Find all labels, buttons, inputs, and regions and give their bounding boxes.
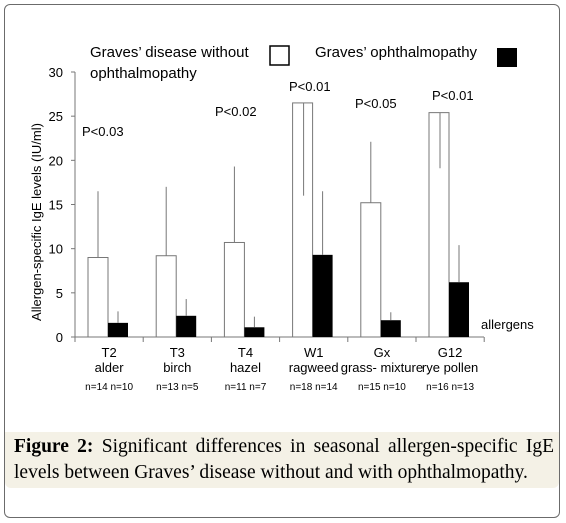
category-code-T3: T3 [170, 345, 185, 360]
y-tick-label-20: 20 [49, 153, 63, 168]
category-name-Gx: grass- mixture [341, 360, 423, 375]
bar-series-2-T2 [108, 322, 128, 337]
category-code-G12: G12 [438, 345, 463, 360]
legend-swatch-series-2 [497, 48, 517, 67]
category-code-Gx: Gx [374, 345, 391, 360]
figure-caption: Figure 2: Significant differences in sea… [14, 434, 554, 486]
y-tick-label-30: 30 [49, 65, 63, 80]
category-n-W1: n=18 n=14 [290, 382, 338, 393]
bar-series-1-G12 [428, 112, 450, 338]
p-value-Gx: P<0.05 [355, 96, 397, 111]
category-n-G12: n=16 n=13 [426, 382, 474, 393]
bar-series-2-Gx [380, 320, 401, 337]
category-code-T2: T2 [102, 345, 117, 360]
legend: Graves’ disease without ophthalmopathy G… [90, 44, 517, 82]
p-value-G12: P<0.01 [432, 88, 474, 103]
y-tick-label-10: 10 [49, 242, 63, 257]
bar-series-1-T4 [223, 241, 245, 338]
legend-swatch-series-1 [269, 45, 290, 66]
category-n-T3: n=13 n=5 [156, 382, 199, 393]
bar-series-2-W1 [312, 254, 333, 337]
bar-series-2-G12 [449, 282, 469, 337]
y-tick-label-5: 5 [56, 286, 63, 301]
bar-series-1-T3 [155, 255, 177, 338]
category-name-W1: ragweed [289, 360, 339, 375]
bar-series-1-Gx [360, 202, 382, 338]
x-axis-label: allergens [481, 317, 534, 332]
legend-label-series-1: Graves’ disease without ophthalmopathy [90, 44, 253, 82]
y-tick-label-15: 15 [49, 198, 63, 213]
caption-label: Figure 2: [14, 436, 94, 457]
category-name-G12: rye pollen [422, 360, 478, 375]
chart: Allergen-specific IgE levels (IU/ml) Gra… [29, 44, 534, 393]
p-value-T2: P<0.03 [82, 124, 124, 139]
bar-series-1-T2 [87, 257, 109, 338]
y-axis-label: Allergen-specific IgE levels (IU/ml) [29, 123, 44, 321]
p-value-W1: P<0.01 [289, 79, 331, 94]
category-n-T2: n=14 n=10 [85, 382, 133, 393]
category-code-W1: W1 [304, 345, 324, 360]
category-n-T4: n=11 n=7 [225, 382, 267, 393]
bar-series-1-W1 [292, 102, 314, 338]
category-code-T4: T4 [238, 345, 253, 360]
bar-series-2-T3 [176, 315, 197, 337]
legend-label-series-2: Graves’ ophthalmopathy [315, 44, 478, 61]
category-name-T4: hazel [230, 360, 261, 375]
category-n-Gx: n=15 n=10 [358, 382, 406, 393]
category-name-T3: birch [163, 360, 191, 375]
category-name-T2: alder [95, 360, 125, 375]
y-tick-label-0: 0 [56, 330, 63, 345]
caption-background [5, 432, 559, 488]
y-tick-label-25: 25 [49, 109, 63, 124]
p-value-T4: P<0.02 [215, 104, 257, 119]
caption-text: Significant differences in seasonal alle… [14, 436, 554, 483]
bar-series-2-T4 [244, 327, 265, 337]
